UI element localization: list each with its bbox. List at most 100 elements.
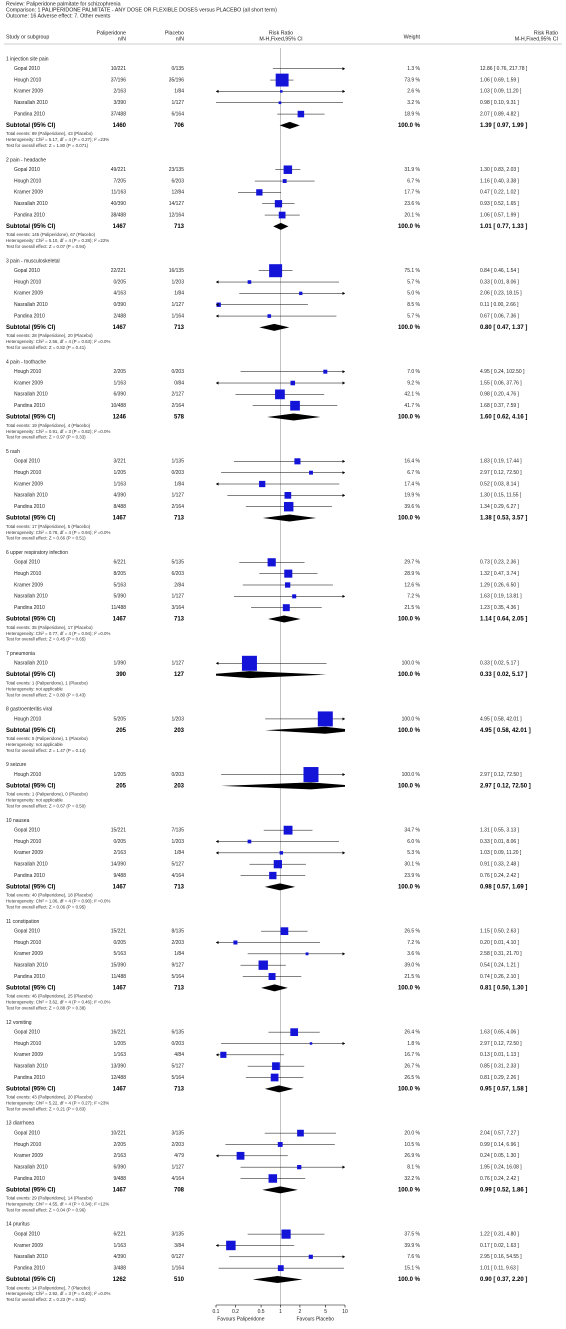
subtotal-ci: 0.80 [ 0.47, 1.37 ] — [480, 325, 527, 331]
study-square — [268, 973, 276, 980]
weight: 15.1 % — [404, 1265, 420, 1271]
study-square — [247, 280, 252, 284]
subtotal-exp: 1262 — [113, 1277, 127, 1283]
subtotal-label: Subtotal (95% CI) — [6, 617, 55, 623]
weight: 39.6 % — [404, 504, 420, 510]
ci-label: 1.68 [ 0.37, 7.59 ] — [480, 403, 520, 409]
ci-label: 0.98 [ 0.20, 4.76 ] — [480, 392, 520, 398]
subtotal-ci: 0.33 [ 0.02, 5.17 ] — [480, 672, 527, 678]
exp-events: 12/488 — [111, 1075, 127, 1081]
ci-label: 1.63 [ 0.65, 4.06 ] — [480, 1029, 520, 1035]
study-square — [292, 594, 297, 599]
ci-label: 0.11 [ 0.00, 2.66 ] — [480, 302, 519, 308]
total-events: Total events: 28 (Paliperidone), 20 (Pla… — [6, 333, 93, 338]
ctl-events: 0/135 — [171, 66, 184, 72]
exp-events: 4/390 — [113, 493, 126, 499]
study-square — [236, 1151, 245, 1160]
subtotal-diamond — [261, 984, 288, 992]
subgroup-name: 8 gastroenteritis viral — [6, 707, 52, 713]
ci-label: 1.55 [ 0.06, 37.76 ] — [480, 380, 522, 386]
subtotal-label: Subtotal (95% CI) — [6, 1086, 55, 1092]
subtotal-exp: 205 — [116, 783, 127, 789]
total-events: Total events: 1 (Paliperidone), 0 (Place… — [6, 792, 88, 797]
subtotal-ctl: 713 — [174, 985, 185, 991]
study-name: Kramer 2009 — [14, 1243, 43, 1249]
heterogeneity: Heterogeneity: Chi² = 5.22, df = 4 (P = … — [6, 1101, 109, 1106]
ci-label: 1.06 [ 0.69, 1.59 ] — [480, 77, 520, 83]
total-events: Total events: 29 (Paliperidone), 14 (Pla… — [6, 1196, 93, 1201]
exp-events: 4/390 — [113, 1254, 126, 1260]
ci-label: 12.86 [ 0.76, 217.78 ] — [480, 66, 528, 72]
study-square — [216, 302, 221, 307]
subtotal-exp: 1467 — [113, 516, 127, 522]
subtotal-ci: 1.38 [ 0.53, 3.57 ] — [480, 516, 527, 522]
weight: 3.2 % — [407, 100, 420, 106]
exp-events: 22/221 — [111, 268, 127, 274]
subtotal-ci: 0.95 [ 0.57, 1.58 ] — [480, 1086, 527, 1092]
subtotal-diamond — [259, 323, 290, 331]
weight: 34.7 % — [404, 827, 420, 833]
ctl-events: 0/203 — [171, 1041, 184, 1047]
outcome: Outcome: 16 Adverse effect: 7. Other eve… — [6, 13, 111, 19]
weight: 16.4 % — [404, 459, 420, 465]
ctl-events: 5/164 — [171, 974, 184, 980]
ci-label: 0.20 [ 0.01, 4.10 ] — [480, 940, 520, 946]
subtotal-ci: 1.60 [ 0.62, 4.16 ] — [480, 415, 527, 421]
study-name: Pandina 2010 — [14, 873, 45, 879]
weight: 1.8 % — [407, 1041, 420, 1047]
exp-events: 0/205 — [113, 839, 126, 845]
ctl-events: 16/135 — [169, 268, 185, 274]
ctl-events: 3/135 — [171, 1231, 184, 1237]
clip-arrow — [342, 67, 345, 71]
exp-events: 10/221 — [111, 66, 127, 72]
clip-arrow — [216, 1154, 219, 1158]
exp-events: 40/390 — [111, 201, 127, 207]
clip-arrow — [342, 1041, 345, 1046]
weight: 12.6 % — [404, 582, 420, 588]
ci-label: 1.03 [ 0.09, 11.20 ] — [480, 89, 522, 95]
ctl-events: 3/84 — [174, 1243, 184, 1249]
overall-effect: Test for overall effect: Z = 1.47 (P = 0… — [6, 748, 86, 753]
study-square — [270, 1073, 279, 1082]
ctl-events: 1/84 — [174, 89, 184, 95]
ctl-events: 1/127 — [171, 100, 184, 106]
study-name: Hough 2010 — [14, 77, 41, 83]
total-events: Total events: 35 (Paliperidone), 17 (Pla… — [6, 625, 93, 630]
subtotal-weight: 100.0 % — [398, 516, 421, 522]
weight: 1.3 % — [407, 66, 420, 72]
weight: 16.7 % — [404, 1052, 420, 1058]
col-ctl-sub: n/N — [176, 36, 184, 42]
ci-label: 2.97 [ 0.12, 72.50 ] — [480, 772, 522, 778]
ci-label: 1.31 [ 0.55, 3.13 ] — [480, 827, 520, 833]
comparison: Comparison: 1 PALIPERIDONE PALMITATE - A… — [6, 7, 277, 13]
clip-arrow — [342, 89, 345, 94]
exp-events: 6/221 — [113, 560, 126, 566]
exp-events: 14/390 — [111, 862, 127, 868]
subtotal-ci: 0.99 [ 0.52, 1.86 ] — [480, 1187, 527, 1193]
ctl-events: 5/135 — [171, 560, 184, 566]
study-name: Hough 2010 — [14, 940, 41, 946]
ctl-events: 23/135 — [169, 167, 185, 173]
study-name: Hough 2010 — [14, 470, 41, 476]
weight: 18.9 % — [404, 111, 420, 117]
subtotal-exp: 1460 — [113, 123, 127, 129]
study-name: Nasrallah 2010 — [14, 1063, 48, 1069]
study-name: Hough 2010 — [14, 571, 41, 577]
exp-events: 49/221 — [111, 167, 127, 173]
total-events: Total events: 46 (Paliperidone), 25 (Pla… — [6, 994, 93, 999]
subtotal-label: Subtotal (95% CI) — [6, 1277, 55, 1283]
exp-events: 1/163 — [113, 481, 126, 487]
ci-label: 1.01 [ 0.11, 9.63 ] — [480, 1265, 519, 1271]
study-name: Gopal 2010 — [14, 560, 40, 566]
ctl-events: 4/79 — [174, 1153, 184, 1159]
exp-events: 7/205 — [113, 178, 126, 184]
exp-events: 5/205 — [113, 716, 126, 722]
subtotal-label: Subtotal (95% CI) — [6, 884, 55, 890]
ci-label: 0.73 [ 0.23, 2.36 ] — [480, 560, 520, 566]
subtotal-label: Subtotal (95% CI) — [6, 123, 55, 129]
study-name: Kramer 2009 — [14, 951, 43, 957]
weight: 23.9 % — [404, 873, 420, 879]
weight: 42.1 % — [404, 392, 420, 398]
study-name: Nasrallah 2010 — [14, 594, 48, 600]
ctl-events: 2/84 — [174, 582, 184, 588]
